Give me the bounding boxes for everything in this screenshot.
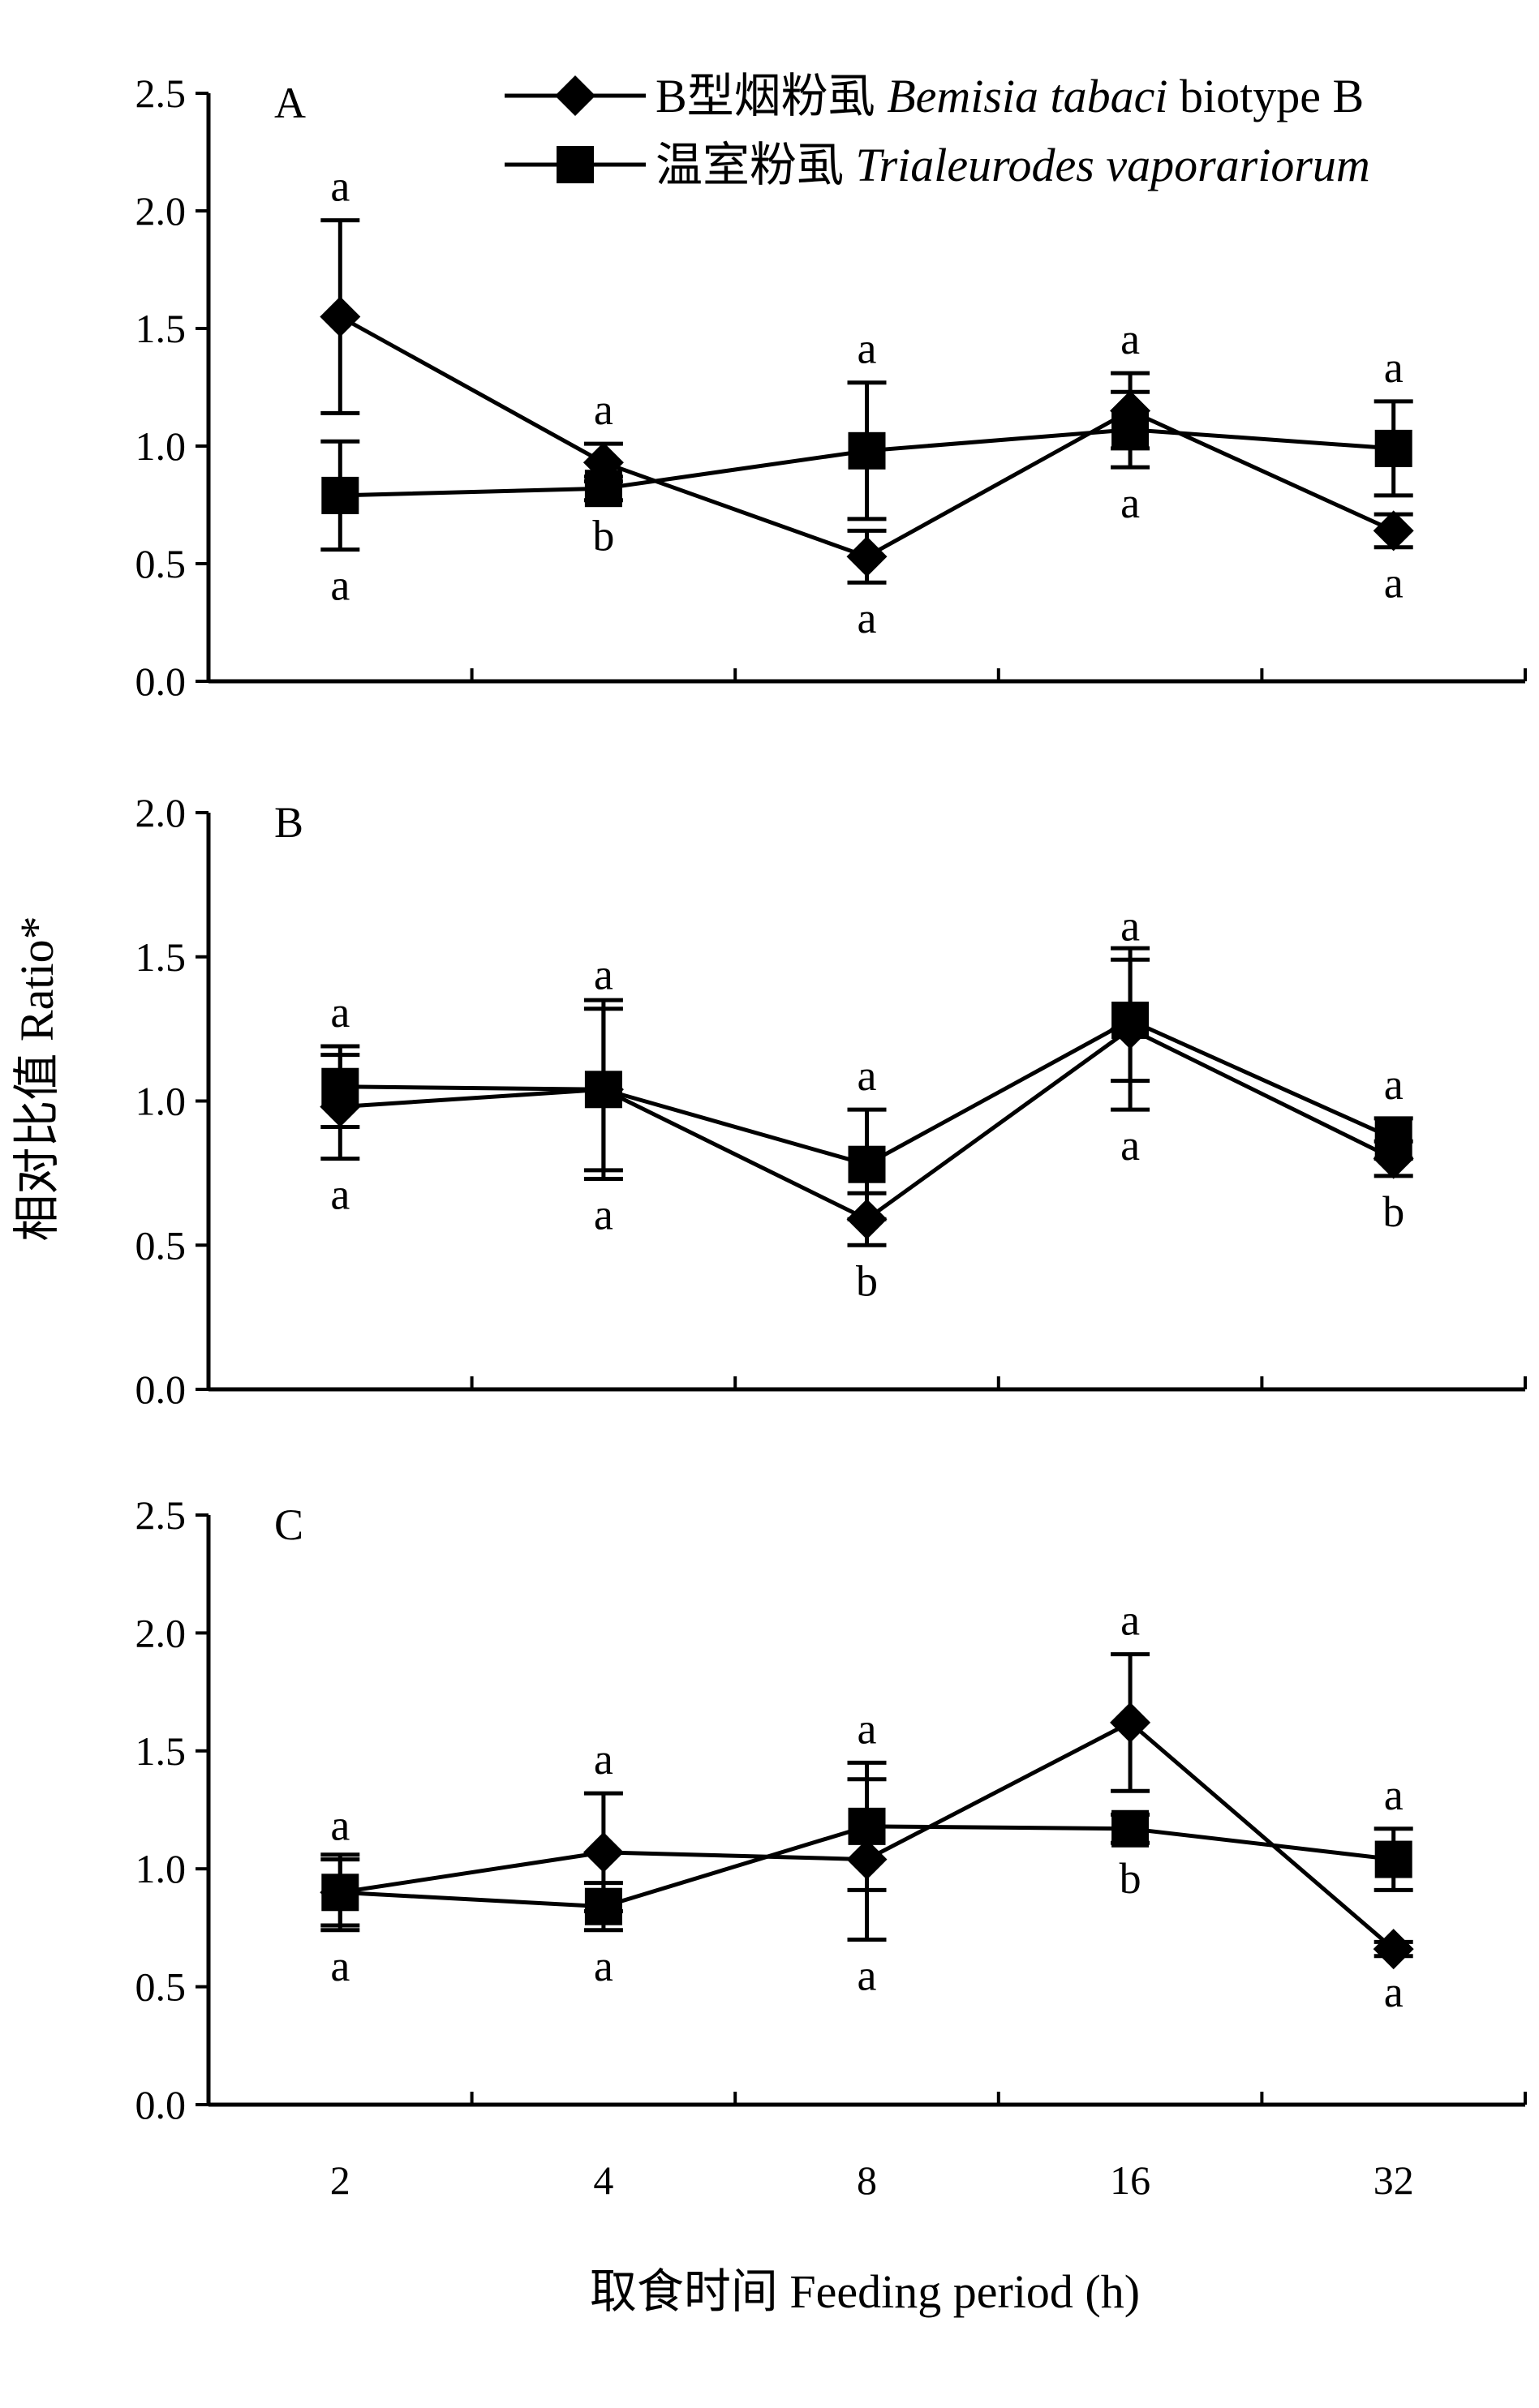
y-tick-label: 2.5	[135, 1492, 187, 1538]
y-tick-label: 0.0	[135, 1367, 187, 1412]
y-tick-label: 1.5	[135, 1728, 187, 1774]
significance-letter: a	[858, 1704, 877, 1753]
panel-label: A	[274, 79, 306, 127]
data-point	[1111, 1809, 1150, 1848]
significance-letter: a	[330, 1942, 350, 1990]
x-tick-label: 2	[330, 2157, 350, 2203]
panel-label: C	[274, 1500, 303, 1549]
significance-letter: a	[858, 324, 877, 373]
significance-letter: a	[1120, 1596, 1140, 1645]
significance-letter: a	[1120, 479, 1140, 527]
significance-letter: a	[1384, 559, 1404, 607]
data-point	[584, 470, 622, 508]
significance-letter: a	[330, 1801, 350, 1850]
significance-letter: a	[594, 1942, 613, 1990]
legend-entry: B型烟粉虱 Bemisia tabaci biotype B	[505, 70, 1364, 122]
significance-letter: a	[1120, 315, 1140, 363]
y-tick-label: 1.0	[135, 423, 187, 469]
series-square: a b a a a	[320, 324, 1413, 610]
data-point	[1373, 510, 1414, 552]
significance-letter: a	[594, 1190, 613, 1238]
legend-label: B型烟粉虱 Bemisia tabaci biotype B	[656, 70, 1364, 122]
y-tick-label: 2.0	[135, 1610, 187, 1655]
y-tick-label: 1.5	[135, 306, 187, 351]
significance-letter: a	[594, 385, 613, 434]
data-point	[582, 1831, 624, 1873]
series-square: a a a a a	[320, 901, 1413, 1221]
significance-letter: a	[1384, 343, 1404, 392]
data-point	[1373, 1929, 1414, 1970]
significance-letter: a	[1384, 1060, 1404, 1109]
y-tick-label: 2.0	[135, 790, 187, 835]
y-tick-label: 0.0	[135, 2082, 187, 2127]
significance-letter: a	[858, 1051, 877, 1100]
y-tick-label: 1.0	[135, 1846, 187, 1891]
x-tick-label: 16	[1110, 2157, 1150, 2203]
y-tick-label: 2.5	[135, 71, 187, 116]
panel-label: B	[274, 798, 303, 847]
data-point	[848, 431, 886, 470]
significance-letter: b	[856, 1256, 878, 1305]
significance-letter: a	[1384, 1968, 1404, 2016]
y-tick-label: 2.0	[135, 188, 187, 234]
data-point	[1111, 1001, 1150, 1039]
significance-letter: a	[1120, 1121, 1140, 1170]
data-point	[846, 536, 888, 577]
data-point	[321, 476, 359, 514]
x-tick-label: 32	[1373, 2157, 1414, 2203]
data-point	[584, 1887, 622, 1925]
significance-letter: a	[1384, 1771, 1404, 1819]
significance-letter: a	[330, 988, 350, 1037]
panels: 0.0 0.5 1.0 1.5 2.0 2.5 Aa a a a a a b a a a 0.0 0.5 1.0 1.…	[135, 71, 1527, 2203]
y-tick-label: 1.5	[135, 934, 187, 980]
y-axis-title: 相对比值 Ratio*	[11, 916, 63, 1241]
significance-letter: a	[858, 594, 877, 642]
legend-label: 温室粉虱 Trialeurodes vaporariorum	[656, 139, 1370, 191]
significance-letter: a	[594, 951, 613, 999]
significance-letter: b	[592, 512, 614, 560]
y-tick-label: 0.5	[135, 1222, 187, 1268]
data-point	[1110, 1702, 1151, 1743]
data-point	[584, 1071, 622, 1109]
series-square: a a a b a	[320, 1704, 1413, 1990]
legend-entry: 温室粉虱 Trialeurodes vaporariorum	[505, 139, 1370, 191]
panel-A: 0.0 0.5 1.0 1.5 2.0 2.5 Aa a a a a a b a a a	[135, 71, 1527, 704]
data-point	[1111, 410, 1150, 449]
panel-C: 0.0 0.5 1.0 1.5 2.0 2.5 Ca a a a a a a a b a 2 4 8 16 32	[135, 1492, 1527, 2203]
y-tick-label: 0.5	[135, 1964, 187, 2010]
data-point	[321, 1874, 359, 1912]
legend-marker	[555, 75, 595, 116]
significance-letter: a	[1120, 901, 1140, 950]
x-axis-title: 取食时间 Feeding period (h)	[590, 2265, 1140, 2318]
data-point	[1374, 1119, 1412, 1157]
significance-letter: a	[858, 1951, 877, 1999]
data-point	[848, 1145, 886, 1183]
significance-letter: b	[1382, 1187, 1404, 1236]
x-tick-label: 4	[593, 2157, 613, 2203]
significance-letter: a	[330, 1170, 350, 1219]
panel-B: 0.0 0.5 1.0 1.5 2.0 Ba a b a b a a a a a	[135, 790, 1527, 1412]
x-tick-label: 8	[857, 2157, 877, 2203]
data-point	[321, 1067, 359, 1105]
significance-letter: a	[330, 561, 350, 610]
data-point	[1374, 429, 1412, 467]
y-tick-label: 0.0	[135, 659, 187, 704]
significance-letter: a	[594, 1735, 613, 1783]
significance-letter: a	[330, 162, 350, 211]
legend-marker	[557, 146, 594, 183]
y-tick-label: 0.5	[135, 541, 187, 586]
significance-letter: b	[1120, 1854, 1141, 1903]
data-point	[848, 1807, 886, 1845]
data-point	[320, 296, 361, 337]
y-tick-label: 1.0	[135, 1079, 187, 1124]
data-point	[1374, 1840, 1412, 1878]
legend: B型烟粉虱 Bemisia tabaci biotype B 温室粉虱 Trial…	[505, 70, 1370, 191]
